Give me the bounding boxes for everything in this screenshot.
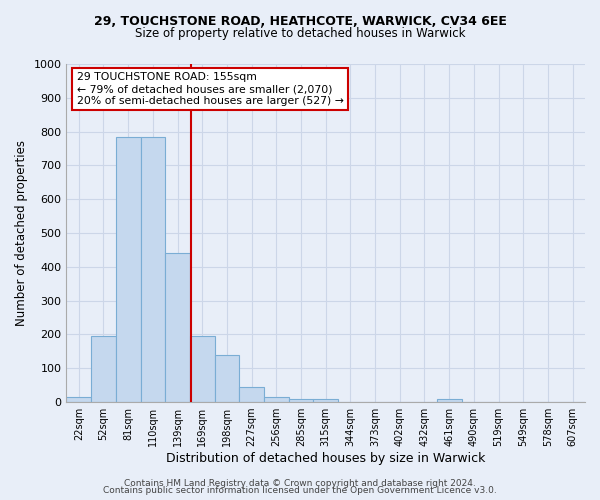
Text: Contains HM Land Registry data © Crown copyright and database right 2024.: Contains HM Land Registry data © Crown c… [124, 478, 476, 488]
Bar [437, 400, 461, 402]
Bar [215, 355, 239, 402]
Text: 29 TOUCHSTONE ROAD: 155sqm
← 79% of detached houses are smaller (2,070)
20% of s: 29 TOUCHSTONE ROAD: 155sqm ← 79% of deta… [77, 72, 344, 106]
Bar [140, 136, 165, 402]
Bar [190, 336, 215, 402]
Text: Size of property relative to detached houses in Warwick: Size of property relative to detached ho… [135, 28, 465, 40]
Y-axis label: Number of detached properties: Number of detached properties [15, 140, 28, 326]
Text: 29, TOUCHSTONE ROAD, HEATHCOTE, WARWICK, CV34 6EE: 29, TOUCHSTONE ROAD, HEATHCOTE, WARWICK,… [94, 15, 506, 28]
Bar [313, 398, 338, 402]
Bar [91, 336, 116, 402]
Bar [67, 397, 91, 402]
Bar [239, 387, 264, 402]
Bar [165, 254, 190, 402]
Bar [116, 136, 140, 402]
Text: Contains public sector information licensed under the Open Government Licence v3: Contains public sector information licen… [103, 486, 497, 495]
X-axis label: Distribution of detached houses by size in Warwick: Distribution of detached houses by size … [166, 452, 485, 465]
Bar [264, 397, 289, 402]
Bar [289, 398, 313, 402]
